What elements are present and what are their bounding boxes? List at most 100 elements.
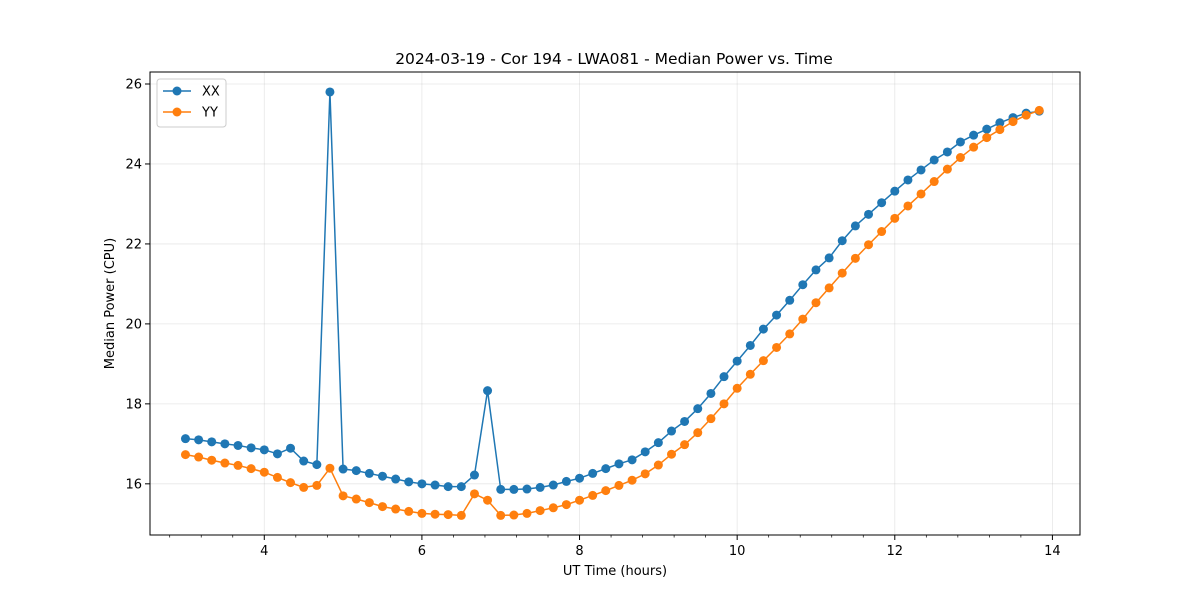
data-point-yy — [469, 489, 479, 499]
data-point-yy — [522, 508, 532, 518]
data-point-yy — [456, 510, 466, 520]
data-point-xx — [903, 175, 913, 185]
data-point-yy — [995, 125, 1005, 135]
data-point-yy — [693, 428, 703, 438]
data-point-xx — [561, 476, 571, 486]
data-point-yy — [929, 177, 939, 187]
data-point-xx — [194, 435, 204, 445]
data-point-yy — [706, 414, 716, 424]
legend-yy-marker — [172, 107, 182, 117]
data-point-xx — [443, 482, 453, 492]
data-point-yy — [561, 500, 571, 510]
data-point-xx — [338, 464, 348, 474]
data-point-xx — [272, 449, 282, 459]
data-point-yy — [903, 201, 913, 211]
data-point-xx — [220, 439, 230, 449]
data-point-xx — [299, 456, 309, 466]
data-point-xx — [811, 265, 821, 275]
data-point-xx — [745, 340, 755, 350]
x-tick-label: 8 — [575, 544, 583, 559]
data-point-yy — [680, 440, 690, 450]
data-point-xx — [824, 253, 834, 263]
data-point-yy — [575, 495, 585, 505]
data-point-xx — [955, 137, 965, 147]
data-point-yy — [364, 498, 374, 508]
data-point-xx — [351, 466, 361, 476]
data-point-xx — [693, 404, 703, 414]
tick-layer: 4 6 8 10 12 14 16 18 20 22 24 26 — [125, 77, 1060, 559]
data-point-xx — [640, 447, 650, 457]
data-point-xx — [469, 470, 479, 480]
data-point-xx — [706, 388, 716, 398]
x-tick-label: 12 — [887, 544, 904, 559]
data-point-xx — [391, 474, 401, 484]
data-point-yy — [916, 189, 926, 199]
data-point-xx — [456, 482, 466, 492]
data-point-xx — [207, 437, 217, 447]
data-point-yy — [312, 480, 322, 490]
data-point-xx — [259, 445, 269, 455]
y-tick-label: 20 — [125, 317, 142, 332]
data-point-yy — [758, 356, 768, 366]
data-point-yy — [194, 452, 204, 462]
data-point-yy — [601, 486, 611, 496]
data-point-yy — [220, 458, 230, 468]
data-point-yy — [824, 283, 834, 293]
data-point-xx — [548, 480, 558, 490]
data-point-yy — [955, 153, 965, 163]
plot-area-frame — [149, 71, 1081, 536]
data-point-yy — [653, 460, 663, 470]
series-layer — [180, 87, 1044, 520]
y-tick-label: 18 — [125, 397, 142, 412]
data-point-yy — [982, 133, 992, 143]
data-point-xx — [614, 459, 624, 469]
data-point-xx — [680, 416, 690, 426]
data-point-yy — [864, 240, 874, 250]
data-point-yy — [233, 460, 243, 470]
data-point-xx — [575, 473, 585, 483]
data-point-xx — [627, 455, 637, 465]
data-point-yy — [1034, 105, 1044, 115]
data-point-xx — [180, 434, 190, 444]
data-point-yy — [351, 494, 361, 504]
data-point-yy — [942, 164, 952, 174]
data-point-xx — [535, 482, 545, 492]
data-point-xx — [496, 484, 506, 494]
x-tick-label: 4 — [260, 544, 268, 559]
data-point-yy — [785, 329, 795, 339]
data-point-xx — [719, 372, 729, 382]
x-tick-label: 6 — [418, 544, 426, 559]
data-point-yy — [588, 490, 598, 500]
data-point-xx — [246, 443, 256, 453]
data-point-yy — [430, 509, 440, 519]
data-point-xx — [667, 426, 677, 436]
x-tick-label: 10 — [729, 544, 746, 559]
legend-xx-label: XX — [202, 85, 220, 100]
data-point-yy — [837, 268, 847, 278]
data-point-xx — [522, 484, 532, 494]
data-point-yy — [811, 298, 821, 308]
data-point-yy — [325, 463, 335, 473]
data-point-yy — [745, 369, 755, 379]
data-point-xx — [732, 356, 742, 366]
data-point-yy — [404, 506, 414, 516]
data-point-yy — [667, 449, 677, 459]
data-point-xx — [233, 440, 243, 450]
chart-title: 2024-03-19 - Cor 194 - LWA081 - Median P… — [395, 50, 833, 68]
data-point-xx — [325, 87, 335, 97]
data-point-yy — [798, 314, 808, 324]
data-point-xx — [378, 471, 387, 481]
y-tick-label: 26 — [125, 77, 142, 92]
data-point-xx — [929, 155, 939, 165]
data-point-yy — [509, 510, 519, 520]
data-point-xx — [916, 165, 926, 175]
data-point-yy — [850, 253, 860, 263]
data-point-xx — [417, 479, 427, 489]
data-point-yy — [378, 502, 387, 512]
data-point-yy — [483, 495, 493, 505]
data-point-yy — [207, 455, 217, 465]
data-point-xx — [758, 324, 768, 334]
data-point-xx — [601, 464, 611, 474]
data-point-xx — [430, 480, 440, 490]
